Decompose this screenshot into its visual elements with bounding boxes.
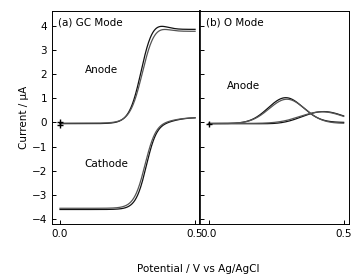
Text: Potential / V vs Ag/AgCl: Potential / V vs Ag/AgCl — [137, 263, 260, 274]
Text: Anode: Anode — [227, 81, 260, 91]
Text: (b) O Mode: (b) O Mode — [207, 18, 264, 28]
Text: (a) GC Mode: (a) GC Mode — [58, 18, 122, 28]
Text: Cathode: Cathode — [84, 158, 129, 169]
Y-axis label: Current / μA: Current / μA — [19, 86, 29, 149]
Text: Anode: Anode — [84, 65, 118, 75]
